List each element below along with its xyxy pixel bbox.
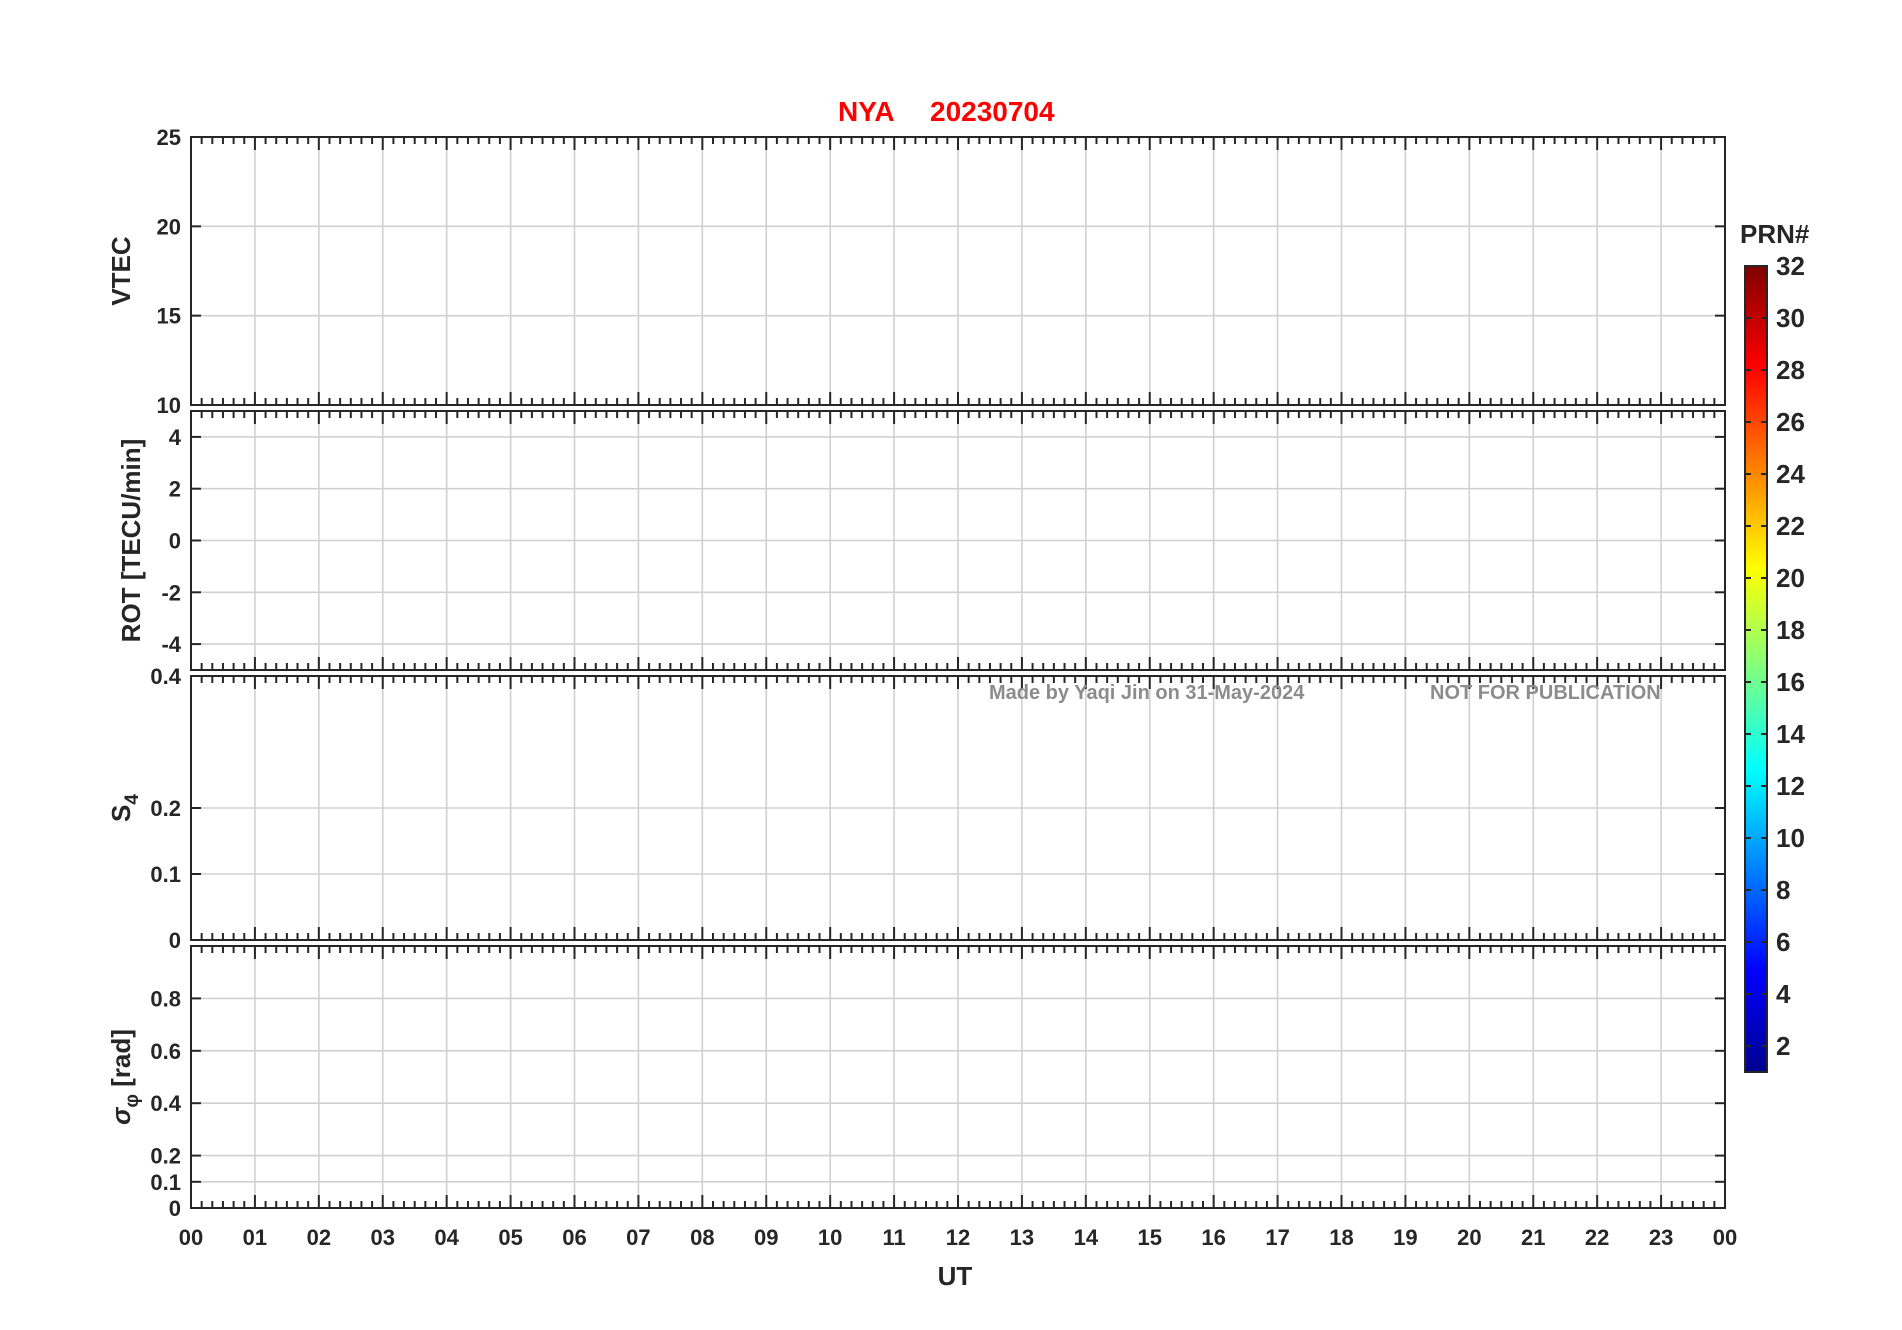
x-tick-label: 15 — [1138, 1225, 1162, 1250]
panel-frame — [190, 675, 1726, 941]
y-tick-label: 0.8 — [150, 986, 181, 1011]
y-tick-label: 0.6 — [150, 1039, 181, 1064]
x-axis: 00 01 02 03 04 05 06 07 08 09 10 11 12 13 14 15 16 17 18 19… — [179, 1225, 1737, 1250]
colorbar-tick-label: 6 — [1776, 927, 1790, 957]
x-tick-label: 05 — [498, 1225, 522, 1250]
y-axis-label: ROT [TECU/min] — [116, 439, 146, 643]
y-tick-label: 15 — [157, 304, 181, 329]
y-tick-label: 20 — [157, 214, 181, 239]
x-tick-label: 23 — [1649, 1225, 1673, 1250]
colorbar-tick-label: 14 — [1776, 719, 1805, 749]
x-tick-label: 13 — [1010, 1225, 1034, 1250]
colorbar-tick-label: 12 — [1776, 771, 1805, 801]
colorbar-tick-label: 32 — [1776, 251, 1805, 281]
colorbar-tick-label: 16 — [1776, 667, 1805, 697]
x-tick-label: 01 — [243, 1225, 267, 1250]
colorbar-tick-label: 22 — [1776, 511, 1805, 541]
colorbar-label: PRN# — [1740, 219, 1810, 249]
y-tick-label: -4 — [161, 632, 181, 657]
colorbar-gradient — [1744, 265, 1768, 1073]
colorbar-tick-label: 10 — [1776, 823, 1805, 853]
colorbar-tick-label: 18 — [1776, 615, 1805, 645]
x-tick-label: 22 — [1585, 1225, 1609, 1250]
colorbar-tick-label: 28 — [1776, 355, 1805, 385]
x-tick-label: 11 — [882, 1225, 905, 1250]
x-tick-label: 14 — [1074, 1225, 1099, 1250]
title-date: 20230704 — [930, 96, 1055, 127]
colorbar-tick-label: 30 — [1776, 303, 1805, 333]
x-tick-label: 09 — [754, 1225, 778, 1250]
x-tick-label: 06 — [562, 1225, 586, 1250]
x-tick-label: 07 — [626, 1225, 650, 1250]
y-tick-label: -2 — [161, 580, 181, 605]
figure-title: NYA 20230704 — [838, 96, 1055, 127]
panel-frame — [190, 136, 1726, 406]
x-tick-label: 16 — [1201, 1225, 1225, 1250]
x-tick-label: 20 — [1457, 1225, 1481, 1250]
x-tick-label: 18 — [1329, 1225, 1353, 1250]
y-tick-label: 0.1 — [150, 1170, 181, 1195]
y-axis-label: S4 — [106, 794, 143, 822]
y-tick-label: 10 — [157, 393, 181, 418]
colorbar-tick-label: 2 — [1776, 1031, 1790, 1061]
colorbar-tick-label: 4 — [1776, 979, 1791, 1009]
y-tick-label: 0.2 — [150, 1144, 181, 1169]
y-axis-label: VTEC — [106, 236, 136, 306]
y-tick-label: 0 — [169, 928, 181, 953]
y-tick-label: 0.4 — [150, 664, 181, 689]
x-tick-label: 08 — [690, 1225, 714, 1250]
y-tick-label: 0.4 — [150, 1091, 181, 1116]
y-tick-label: 0.2 — [150, 796, 181, 821]
y-tick-label: 0.1 — [150, 862, 181, 887]
x-tick-label: 17 — [1265, 1225, 1289, 1250]
panel-vtec: 10 15 20 25 VTEC — [106, 125, 1726, 418]
y-tick-label: 25 — [157, 125, 181, 150]
x-tick-label: 21 — [1521, 1225, 1545, 1250]
x-tick-label: 04 — [434, 1225, 459, 1250]
panel-s4: 0 0.1 0.2 0.4 S4 — [106, 664, 1726, 953]
x-tick-label: 00 — [1713, 1225, 1737, 1250]
colorbar-tick-label: 20 — [1776, 563, 1805, 593]
panel-rot: -4 -2 0 2 4 ROT [TECU/min] — [116, 410, 1726, 671]
panel-frame — [190, 410, 1726, 671]
panel-sigma_phi: 00.10.2 0.4 0.6 0.8 σφ [rad] — [106, 945, 1726, 1221]
title-station: NYA — [838, 96, 894, 127]
x-tick-label: 10 — [818, 1225, 842, 1250]
y-tick-label: 2 — [169, 477, 181, 502]
colorbar-tick-label: 24 — [1776, 459, 1805, 489]
x-tick-label: 12 — [946, 1225, 970, 1250]
y-tick-label: 0 — [169, 1196, 181, 1221]
x-tick-label: 00 — [179, 1225, 203, 1250]
panel-frame — [190, 945, 1726, 1209]
watermark-author: Made by Yaqi Jin on 31-May-2024 — [989, 682, 1305, 704]
x-axis-label: UT — [938, 1261, 973, 1291]
colorbar-tick-label: 26 — [1776, 407, 1805, 437]
watermark-notice: NOT FOR PUBLICATION — [1430, 682, 1661, 704]
y-tick-label: 4 — [169, 425, 182, 450]
y-tick-label: 0 — [169, 529, 181, 554]
x-tick-label: 03 — [371, 1225, 395, 1250]
x-tick-label: 19 — [1393, 1225, 1417, 1250]
y-axis-label: σφ [rad] — [106, 1029, 143, 1125]
colorbar-tick-label: 8 — [1776, 875, 1790, 905]
x-tick-label: 02 — [307, 1225, 331, 1250]
